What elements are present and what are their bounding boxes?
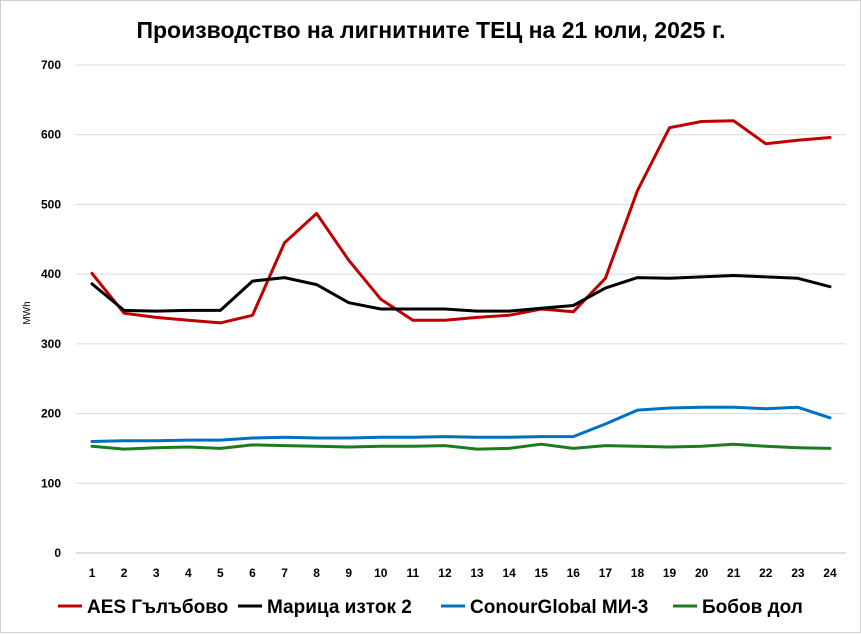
x-tick-label: 23	[791, 566, 805, 580]
legend: AES Гълъбово Марица изток 2 ConourGlobal М…	[58, 597, 803, 618]
y-axis-label: MWh	[22, 301, 33, 324]
x-tick-label: 8	[313, 566, 320, 580]
legend-label: Бобов дол	[702, 597, 803, 618]
y-axis-ticks: 0 100 200 300 400 500 600 700	[41, 58, 61, 560]
chart-title: Производство на лигнитните ТЕЦ на 21 юли…	[136, 17, 725, 43]
legend-label: AES Гълъбово	[87, 597, 228, 618]
x-tick-label: 24	[823, 566, 837, 580]
x-tick-label: 12	[438, 566, 452, 580]
x-tick-label: 11	[407, 566, 420, 580]
y-tick-label: 600	[41, 128, 61, 142]
x-tick-label: 10	[374, 566, 388, 580]
x-tick-label: 17	[599, 566, 613, 580]
y-tick-label: 500	[41, 197, 61, 211]
x-axis-ticks: 1 2 3 4 5 6 7 8 9 10 11 12 13 14 15 16 17 18 19 20 21 22 23 24	[89, 566, 837, 580]
y-tick-label: 200	[41, 407, 61, 421]
x-tick-label: 2	[121, 566, 128, 580]
x-tick-label: 22	[759, 566, 773, 580]
x-tick-label: 14	[502, 566, 516, 580]
legend-label: Марица изток 2	[267, 597, 412, 618]
x-tick-label: 13	[470, 566, 484, 580]
x-tick-label: 16	[567, 566, 581, 580]
y-tick-label: 300	[41, 337, 61, 351]
x-tick-label: 9	[345, 566, 352, 580]
legend-label: ConourGlobal МИ-3	[470, 597, 648, 618]
x-tick-label: 6	[249, 566, 256, 580]
x-tick-label: 3	[153, 566, 160, 580]
x-tick-label: 5	[217, 566, 224, 580]
x-tick-label: 18	[631, 566, 645, 580]
y-tick-label: 700	[41, 58, 61, 72]
x-tick-label: 15	[535, 566, 549, 580]
y-tick-label: 100	[41, 476, 61, 490]
series-line	[90, 442, 832, 451]
series-line	[90, 119, 832, 325]
x-tick-label: 7	[281, 566, 288, 580]
y-tick-label: 400	[41, 267, 61, 281]
y-tick-label: 0	[54, 546, 61, 560]
x-tick-label: 19	[663, 566, 677, 580]
x-tick-label: 20	[695, 566, 709, 580]
x-tick-label: 1	[89, 566, 96, 580]
series-line	[90, 405, 832, 443]
x-tick-label: 21	[727, 566, 741, 580]
x-tick-label: 4	[185, 566, 192, 580]
gridlines	[76, 64, 846, 554]
series-line	[90, 274, 832, 313]
series-lines	[90, 119, 832, 451]
